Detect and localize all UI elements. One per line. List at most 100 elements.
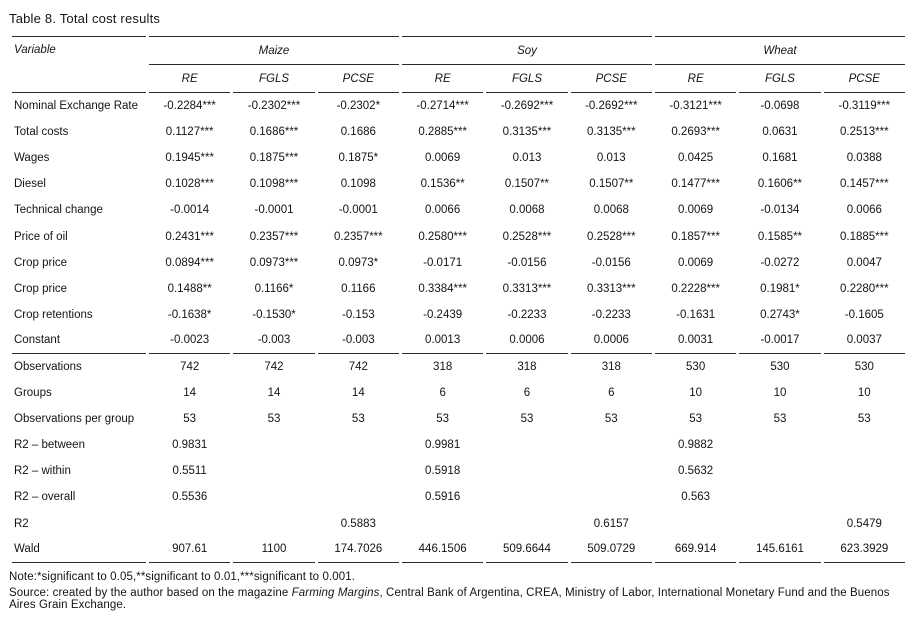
table-row-r2: R2 0.5883 0.6157 0.5479 bbox=[12, 511, 905, 537]
cell-value: 0.1585** bbox=[757, 230, 803, 243]
cell-value: 53 bbox=[857, 413, 871, 426]
cell-value: 0.0631 bbox=[762, 126, 798, 139]
cell-value bbox=[318, 432, 399, 458]
cell-value: -0.0171 bbox=[423, 256, 463, 269]
cell-value: 53 bbox=[689, 413, 703, 426]
cell-value: 446.1506 bbox=[401, 537, 484, 563]
cell-value bbox=[486, 432, 567, 458]
cell-value: 1100 bbox=[233, 537, 315, 563]
row-label: Observations per group bbox=[14, 413, 135, 426]
cell-value: 14 bbox=[183, 387, 197, 400]
cell-value: -0.2714*** bbox=[416, 100, 469, 113]
table-row-crop-price: Crop price 0.0894*** 0.0973*** 0.0973* -0.01… bbox=[12, 250, 905, 276]
cell-value: 53 bbox=[351, 413, 365, 426]
cell-value: -0.0014 bbox=[170, 204, 210, 217]
cell-value: -0.0156 bbox=[507, 256, 547, 269]
cell-value: 0.1098 bbox=[340, 178, 376, 191]
cell-value: -0.0134 bbox=[760, 204, 800, 217]
cell-value: -0.0156 bbox=[591, 256, 631, 269]
row-label: Observations bbox=[14, 360, 82, 373]
cell-value: 0.2357*** bbox=[334, 230, 383, 243]
cell-value: 0.1457*** bbox=[840, 178, 889, 191]
column-header-variable: Variable bbox=[12, 36, 146, 93]
cell-value: -0.2692*** bbox=[585, 100, 638, 113]
cell-value bbox=[824, 432, 905, 458]
row-label: Crop price bbox=[14, 282, 68, 295]
row-label: Technical change bbox=[14, 204, 103, 217]
table-row-groups: Groups 14 14 14 6 6 6 10 10 10 bbox=[12, 380, 905, 406]
cell-value: 0.5536 bbox=[172, 491, 208, 504]
cell-value: 0.0068 bbox=[509, 204, 545, 217]
column-header-pcse-5: PCSE bbox=[570, 65, 652, 93]
cell-value bbox=[233, 511, 314, 537]
cell-value: 14 bbox=[267, 387, 281, 400]
cell-value: 0.2513*** bbox=[840, 126, 889, 139]
cell-value: 0.563 bbox=[681, 491, 711, 504]
cell-value: 742 bbox=[348, 360, 368, 373]
table-row-observations-per-group: Observations per group 53 53 53 53 53 53 53 53 53 bbox=[12, 406, 905, 432]
cell-value: 0.2228*** bbox=[671, 282, 720, 295]
cell-value: 0.0069 bbox=[678, 204, 714, 217]
cell-value bbox=[486, 484, 567, 510]
cell-value: 0.2743* bbox=[760, 308, 800, 321]
row-label: Nominal Exchange Rate bbox=[14, 100, 139, 113]
cell-value: 509.6644 bbox=[486, 537, 568, 563]
cell-value: -0.0023 bbox=[149, 328, 231, 354]
cell-value: 10 bbox=[773, 387, 787, 400]
cell-value: 6 bbox=[523, 387, 531, 400]
cell-value: -0.1638* bbox=[167, 308, 212, 321]
cell-value: -0.2233 bbox=[507, 308, 547, 321]
cell-value: 0.1945*** bbox=[165, 152, 214, 165]
cell-value: -0.0272 bbox=[760, 256, 800, 269]
cell-value: -0.3119*** bbox=[838, 100, 891, 113]
cell-value: 53 bbox=[604, 413, 618, 426]
table-row-wages: Wages 0.1945*** 0.1875*** 0.1875* 0.0069 0.01… bbox=[12, 145, 905, 171]
cell-value: 0.9882 bbox=[678, 439, 714, 452]
table-row-technical-change: Technical change -0.0014 -0.0001 -0.0001 0.0… bbox=[12, 197, 905, 223]
cell-value: 0.9831 bbox=[172, 439, 208, 452]
cell-value: 0.1686*** bbox=[249, 126, 299, 139]
cell-value bbox=[571, 458, 652, 484]
cell-value: 0.2693*** bbox=[671, 126, 720, 139]
cell-value: 0.013 bbox=[596, 152, 626, 165]
column-header-pcse-2: PCSE bbox=[317, 65, 399, 93]
cell-value: 0.1885*** bbox=[840, 230, 889, 243]
results-table: Variable Maize Soy Wheat RE FGLS PCSE RE FGLS PCS… bbox=[9, 36, 908, 563]
table-row-crop-price: Crop price 0.1488** 0.1166* 0.1166 0.3384***… bbox=[12, 276, 905, 302]
cell-value: 0.1166 bbox=[341, 282, 376, 295]
cell-value: 0.1857*** bbox=[671, 230, 720, 243]
cell-value: 0.1536** bbox=[420, 178, 465, 191]
cell-value: -0.003 bbox=[233, 328, 315, 354]
cell-value: 530 bbox=[770, 360, 790, 373]
cell-value: 0.2528*** bbox=[587, 230, 636, 243]
cell-value: 0.0013 bbox=[401, 328, 484, 354]
cell-value: 0.2280*** bbox=[840, 282, 889, 295]
cell-value: 0.0894*** bbox=[165, 256, 214, 269]
cell-value: 0.1981* bbox=[760, 282, 800, 295]
cell-value: -0.1530* bbox=[252, 308, 296, 321]
cell-value bbox=[655, 511, 736, 537]
cell-value bbox=[149, 511, 230, 537]
cell-value: 145.6161 bbox=[739, 537, 821, 563]
cell-value: 0.0066 bbox=[425, 204, 461, 217]
cell-value: 0.0047 bbox=[846, 256, 882, 269]
cell-value: 0.3135*** bbox=[587, 126, 636, 139]
group-header-wheat: Wheat bbox=[654, 36, 905, 65]
cell-value bbox=[318, 484, 399, 510]
table-row-price-of-oil: Price of oil 0.2431*** 0.2357*** 0.2357*** 0… bbox=[12, 223, 905, 249]
cell-value: -0.2439 bbox=[423, 308, 463, 321]
cell-value: 0.0006 bbox=[486, 328, 568, 354]
cell-value: 0.013 bbox=[512, 152, 542, 165]
cell-value: -0.1605 bbox=[844, 308, 884, 321]
cell-value bbox=[571, 432, 652, 458]
cell-value: 0.5479 bbox=[846, 517, 882, 530]
cell-value: 0.1507** bbox=[504, 178, 550, 191]
table-body: Nominal Exchange Rate -0.2284*** -0.2302**… bbox=[12, 93, 905, 563]
row-label: Wages bbox=[14, 152, 50, 165]
cell-value: 53 bbox=[183, 413, 197, 426]
cell-value: 0.1875*** bbox=[249, 152, 299, 165]
table-header: Variable Maize Soy Wheat RE FGLS PCSE RE FGLS PCS… bbox=[12, 36, 905, 93]
cell-value bbox=[571, 484, 652, 510]
column-header-fgls-1: FGLS bbox=[233, 65, 315, 93]
column-header-fgls-4: FGLS bbox=[486, 65, 568, 93]
